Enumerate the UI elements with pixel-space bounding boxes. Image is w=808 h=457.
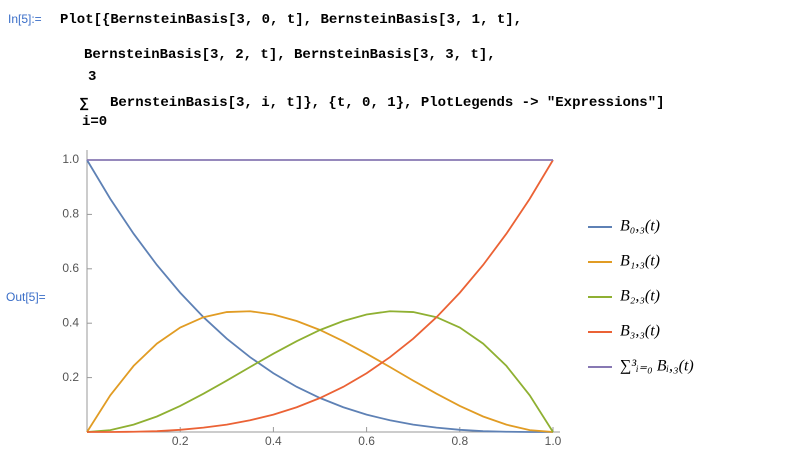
x-tick-label: 0.6 bbox=[358, 434, 375, 448]
code-line: BernsteinBasis[3, 2, t], BernsteinBasis[… bbox=[84, 47, 496, 63]
x-tick-label: 0.2 bbox=[172, 434, 189, 448]
sum-lower: i=0 bbox=[82, 114, 107, 130]
x-tick-label: 0.8 bbox=[451, 434, 468, 448]
y-tick-label: 0.4 bbox=[62, 315, 79, 329]
legend-label: B₂,₃(t) bbox=[620, 288, 660, 305]
series-line bbox=[86, 159, 553, 433]
code-line: Plot[{BernsteinBasis[3, 0, t], Bernstein… bbox=[60, 12, 522, 28]
x-tick-label: 1.0 bbox=[545, 434, 562, 448]
legend-label: B₃,₃(t) bbox=[620, 323, 660, 340]
input-label: In[5]:= bbox=[8, 12, 42, 26]
code-line: BernsteinBasis[3, i, t]}, {t, 0, 1}, Plo… bbox=[110, 95, 665, 111]
y-tick-label: 0.2 bbox=[62, 370, 79, 384]
series-line bbox=[87, 159, 554, 433]
y-tick-label: 0.6 bbox=[62, 261, 79, 275]
output-label: Out[5]= bbox=[6, 290, 46, 304]
y-tick-label: 0.8 bbox=[62, 207, 79, 221]
x-tick-label: 0.4 bbox=[265, 434, 282, 448]
sum-upper: 3 bbox=[88, 69, 96, 85]
sum-symbol: ∑ bbox=[80, 96, 89, 112]
y-tick-label: 1.0 bbox=[62, 152, 79, 166]
legend-label: B₁,₃(t) bbox=[620, 253, 660, 270]
legend-label: ∑³ᵢ₌₀ Bᵢ,₃(t) bbox=[620, 358, 694, 375]
legend-label: B₀,₃(t) bbox=[620, 218, 660, 235]
series-line bbox=[86, 310, 554, 433]
